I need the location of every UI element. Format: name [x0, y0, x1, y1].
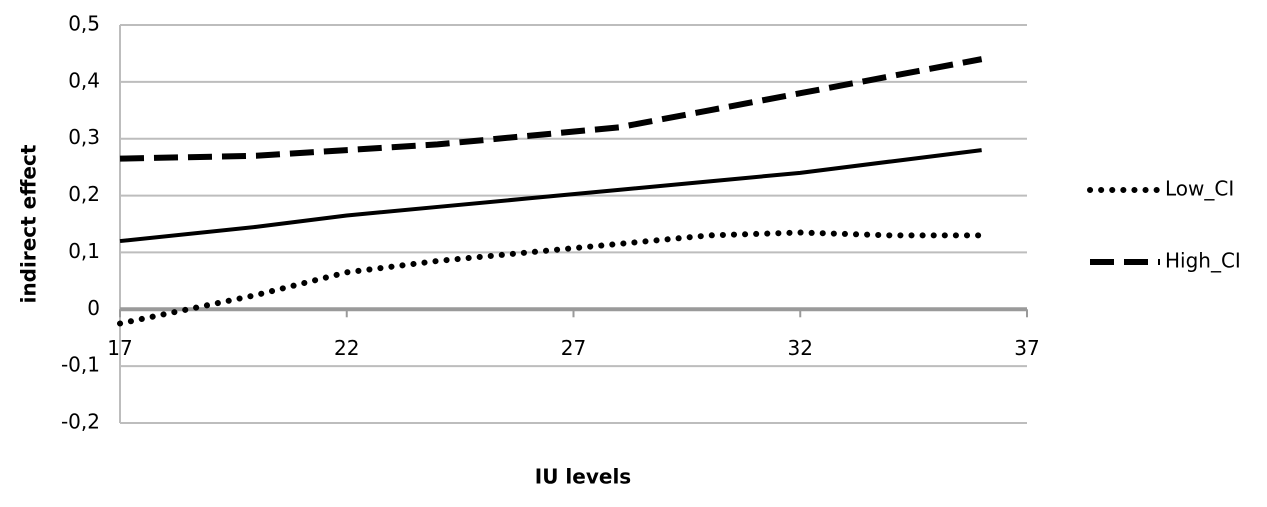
y-tick-label: 0,3 [68, 125, 100, 149]
legend-label: High_CI [1165, 249, 1241, 273]
x-tick-label: 17 [107, 336, 132, 360]
y-tick-label: 0,1 [68, 239, 100, 263]
series-line [119, 148, 982, 244]
y-axis-title: indirect effect [17, 144, 41, 303]
x-tick-label: 27 [561, 336, 586, 360]
x-tick-label: 37 [1014, 336, 1039, 360]
y-tick-label: 0,5 [68, 12, 100, 36]
x-tick-label: 32 [788, 336, 813, 360]
y-tick-label: 0 [87, 296, 100, 320]
y-tick-label: -0,1 [61, 353, 100, 377]
y-tick-label: 0,2 [68, 182, 100, 206]
x-axis-title: IU levels [535, 465, 631, 489]
series-line [117, 229, 985, 327]
y-tick-label: -0,2 [61, 410, 100, 434]
legend-label: Low_CI [1165, 177, 1234, 201]
y-tick-label: 0,4 [68, 68, 100, 92]
x-tick-label: 22 [334, 336, 359, 360]
series-line [119, 56, 983, 162]
